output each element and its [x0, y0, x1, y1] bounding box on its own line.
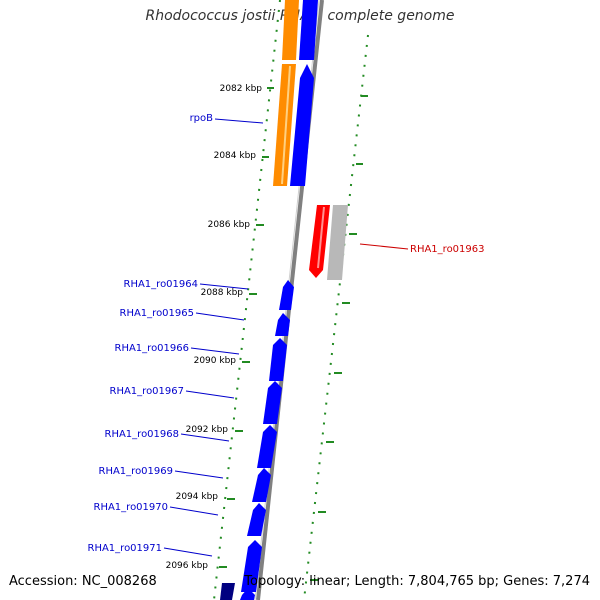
- tick-label: 2090 kbp: [194, 356, 237, 366]
- gene-label[interactable]: RHA1_ro01970: [94, 502, 169, 513]
- forward-gene-RHA1_ro01964[interactable]: [279, 280, 294, 310]
- orange-feature-top: [282, 0, 299, 60]
- forward-gene-rpoB[interactable]: [290, 64, 314, 186]
- gene-label-rpoB[interactable]: rpoB: [190, 113, 214, 124]
- forward-gene-RHA1_ro01971[interactable]: [241, 540, 262, 592]
- gene-label[interactable]: RHA1_ro01971: [88, 543, 163, 554]
- tick-label: 2092 kbp: [186, 425, 229, 435]
- gene-label[interactable]: RHA1_ro01969: [99, 466, 174, 477]
- gene-label[interactable]: RHA1_ro01967: [110, 386, 185, 397]
- track-left-ticks: [219, 87, 274, 568]
- tick-label: 2088 kbp: [201, 288, 244, 298]
- tick-label: 2086 kbp: [208, 220, 251, 230]
- tick-label: 2084 kbp: [214, 151, 257, 161]
- forward-gene-RHA1_ro01970[interactable]: [247, 503, 266, 536]
- accession-text: Accession: NC_008268: [9, 574, 157, 589]
- label-leaders: [163, 118, 264, 557]
- tick-label: 2082 kbp: [220, 84, 263, 94]
- genome-title: Rhodococcus jostii RHA1, complete genome: [145, 8, 455, 24]
- forward-gene-RHA1_ro01967[interactable]: [263, 381, 282, 424]
- gene-label-RHA1_ro01963[interactable]: RHA1_ro01963: [410, 244, 485, 255]
- gene-label[interactable]: RHA1_ro01964: [124, 279, 199, 290]
- forward-gene-RHA1_ro01965[interactable]: [275, 313, 290, 336]
- forward-gene-RHA1_ro01968[interactable]: [257, 425, 277, 468]
- track-right-dashes: [310, 95, 368, 581]
- forward-gene-dark[interactable]: [220, 583, 235, 600]
- tick-label: 2096 kbp: [166, 561, 209, 571]
- gene-label[interactable]: RHA1_ro01968: [105, 429, 180, 440]
- gene-label[interactable]: RHA1_ro01966: [115, 343, 190, 354]
- pseudo-gene: [327, 205, 348, 280]
- topology-text: Topology: linear; Length: 7,804,765 bp; …: [244, 574, 590, 589]
- track-dots-left: [213, 0, 281, 600]
- forward-gene-bottom[interactable]: [240, 588, 255, 600]
- forward-gene-RHA1_ro01969[interactable]: [252, 468, 271, 502]
- gene-label[interactable]: RHA1_ro01965: [120, 308, 195, 319]
- tick-label: 2094 kbp: [176, 492, 219, 502]
- reverse-gene-RHA1_ro01963[interactable]: [309, 205, 330, 278]
- label-leader-red: [359, 243, 409, 250]
- track-dots-right: [303, 34, 369, 600]
- orange-feature-main: [273, 64, 296, 186]
- forward-gene[interactable]: [299, 0, 318, 60]
- forward-gene-RHA1_ro01966[interactable]: [269, 338, 287, 381]
